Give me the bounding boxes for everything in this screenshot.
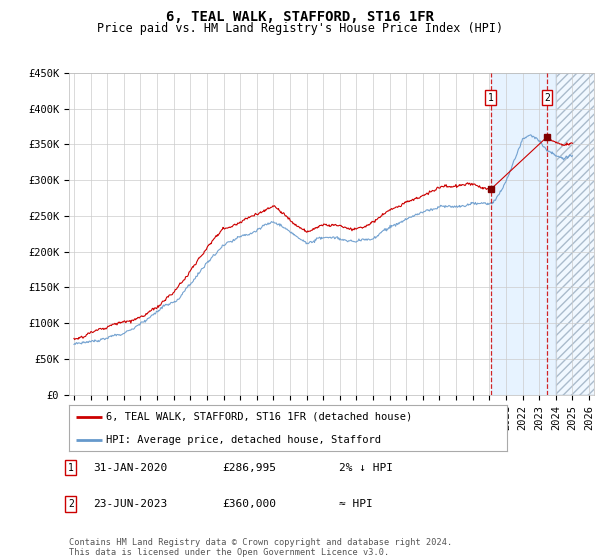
Text: 23-JUN-2023: 23-JUN-2023 (93, 499, 167, 509)
Text: 2: 2 (544, 93, 550, 103)
Text: 6, TEAL WALK, STAFFORD, ST16 1FR: 6, TEAL WALK, STAFFORD, ST16 1FR (166, 10, 434, 24)
Text: 1: 1 (488, 93, 494, 103)
Bar (556, 73, 600, 395)
Text: Price paid vs. HM Land Registry's House Price Index (HPI): Price paid vs. HM Land Registry's House … (97, 22, 503, 35)
Text: £286,995: £286,995 (222, 463, 276, 473)
Text: 2% ↓ HPI: 2% ↓ HPI (339, 463, 393, 473)
Text: 6, TEAL WALK, STAFFORD, ST16 1FR (detached house): 6, TEAL WALK, STAFFORD, ST16 1FR (detach… (106, 412, 412, 422)
Text: HPI: Average price, detached house, Stafford: HPI: Average price, detached house, Staf… (106, 435, 381, 445)
Text: 2: 2 (68, 499, 74, 509)
Bar (491, 73, 556, 395)
Text: £360,000: £360,000 (222, 499, 276, 509)
Bar (556, 73, 600, 395)
Bar (491, 73, 556, 395)
Text: Contains HM Land Registry data © Crown copyright and database right 2024.
This d: Contains HM Land Registry data © Crown c… (69, 538, 452, 557)
Text: 1: 1 (68, 463, 74, 473)
Text: ≈ HPI: ≈ HPI (339, 499, 373, 509)
Text: 31-JAN-2020: 31-JAN-2020 (93, 463, 167, 473)
